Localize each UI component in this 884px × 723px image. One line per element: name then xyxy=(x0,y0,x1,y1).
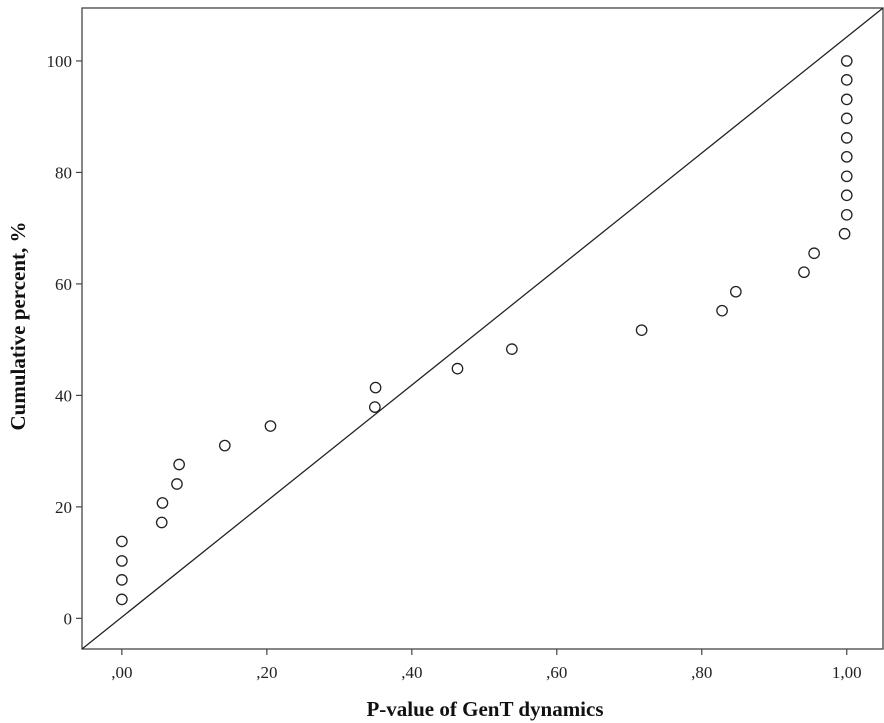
data-point xyxy=(171,478,183,490)
x-axis: ,00 ,20 ,40 ,60 ,80 1,00 xyxy=(111,649,862,682)
data-point xyxy=(451,362,464,375)
y-tick-label: 40 xyxy=(55,386,72,405)
data-point xyxy=(369,381,382,394)
reference-line xyxy=(81,7,884,650)
data-point xyxy=(840,93,853,106)
data-points xyxy=(116,55,853,606)
data-point xyxy=(116,574,128,586)
data-point xyxy=(840,112,853,125)
x-tick-label: 1,00 xyxy=(832,663,862,682)
data-point xyxy=(840,170,853,183)
data-point xyxy=(635,324,648,337)
data-point xyxy=(838,227,851,240)
x-tick-label: ,80 xyxy=(691,663,712,682)
x-tick-label: ,40 xyxy=(401,663,422,682)
data-point xyxy=(840,150,853,163)
data-point xyxy=(116,535,128,548)
y-tick-label: 60 xyxy=(55,275,72,294)
data-point xyxy=(808,247,820,260)
y-tick-label: 0 xyxy=(64,609,73,628)
x-tick-label: ,20 xyxy=(256,663,277,682)
data-point xyxy=(173,458,185,471)
data-point xyxy=(116,555,128,567)
data-point xyxy=(716,304,728,317)
data-point xyxy=(218,439,231,452)
y-tick-label: 100 xyxy=(47,52,73,71)
data-point xyxy=(798,266,810,279)
data-point xyxy=(840,189,853,202)
data-point xyxy=(116,593,128,606)
y-axis: 0 20 40 60 80 100 xyxy=(47,52,82,628)
data-point xyxy=(156,497,169,509)
data-point xyxy=(264,420,277,432)
x-tick-label: ,00 xyxy=(111,663,132,682)
data-point xyxy=(840,74,853,86)
x-axis-title: P-value of GenT dynamics xyxy=(366,697,603,721)
data-point xyxy=(729,285,742,298)
data-point xyxy=(155,516,168,529)
x-tick-label: ,60 xyxy=(546,663,567,682)
data-point xyxy=(840,55,853,67)
reference-line-layer xyxy=(81,7,884,650)
data-point xyxy=(840,208,853,221)
data-point xyxy=(840,132,853,144)
data-point xyxy=(506,343,518,355)
y-tick-label: 80 xyxy=(55,163,72,182)
y-axis-title: Cumulative percent, % xyxy=(6,221,30,430)
data-point xyxy=(369,401,381,413)
y-tick-label: 20 xyxy=(55,498,72,517)
